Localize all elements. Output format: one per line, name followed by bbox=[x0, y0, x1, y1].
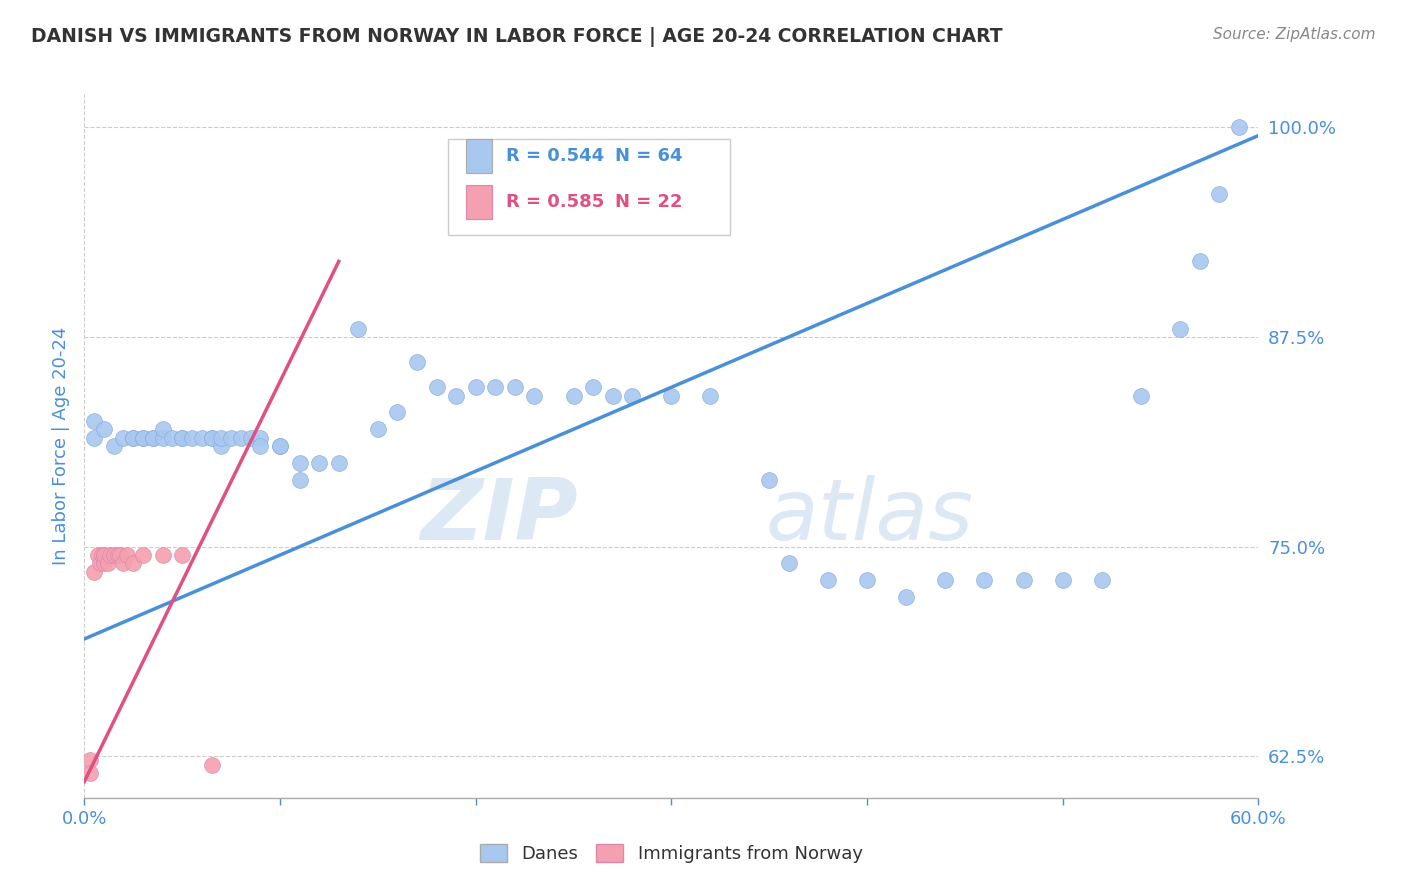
Point bbox=[93, 548, 115, 562]
Point bbox=[152, 431, 174, 445]
Point bbox=[98, 548, 121, 562]
Point bbox=[249, 439, 271, 453]
FancyBboxPatch shape bbox=[449, 139, 730, 235]
Point bbox=[1052, 573, 1074, 587]
Point bbox=[172, 548, 194, 562]
Point bbox=[758, 473, 780, 487]
Point bbox=[122, 431, 145, 445]
Point bbox=[172, 431, 194, 445]
Point bbox=[83, 431, 105, 445]
Point bbox=[229, 431, 252, 445]
Y-axis label: In Labor Force | Age 20-24: In Labor Force | Age 20-24 bbox=[52, 326, 70, 566]
Point bbox=[152, 548, 174, 562]
Point bbox=[269, 439, 291, 453]
Point bbox=[93, 557, 115, 571]
Point bbox=[444, 389, 467, 403]
Point bbox=[122, 557, 145, 571]
Text: atlas: atlas bbox=[765, 475, 973, 558]
Point bbox=[209, 439, 232, 453]
Point bbox=[93, 422, 115, 436]
Point bbox=[562, 389, 585, 403]
Point bbox=[219, 431, 242, 445]
Point bbox=[93, 548, 115, 562]
Point bbox=[200, 431, 222, 445]
Point bbox=[896, 590, 918, 604]
Text: R = 0.544: R = 0.544 bbox=[506, 146, 605, 165]
Point bbox=[699, 389, 721, 403]
Point bbox=[79, 766, 101, 780]
Point bbox=[328, 456, 350, 470]
Point bbox=[142, 431, 165, 445]
Point bbox=[87, 548, 110, 562]
Point bbox=[79, 753, 101, 767]
Point bbox=[209, 431, 232, 445]
Point bbox=[132, 548, 155, 562]
Point bbox=[582, 380, 605, 394]
Point bbox=[347, 321, 370, 335]
Point bbox=[934, 573, 956, 587]
Point bbox=[1208, 187, 1230, 202]
Point bbox=[426, 380, 449, 394]
Point bbox=[132, 431, 155, 445]
Text: Source: ZipAtlas.com: Source: ZipAtlas.com bbox=[1212, 27, 1375, 42]
Point bbox=[91, 548, 114, 562]
Point bbox=[406, 355, 429, 369]
Point bbox=[973, 573, 995, 587]
Bar bbox=[465, 139, 492, 172]
Point bbox=[288, 456, 311, 470]
Point bbox=[181, 431, 204, 445]
Point bbox=[602, 389, 624, 403]
Point bbox=[308, 456, 330, 470]
Point bbox=[97, 557, 120, 571]
Point bbox=[117, 548, 139, 562]
Point bbox=[108, 548, 131, 562]
Point bbox=[778, 557, 800, 571]
Text: ZIP: ZIP bbox=[420, 475, 578, 558]
Text: R = 0.585: R = 0.585 bbox=[506, 194, 605, 211]
Point bbox=[200, 757, 222, 772]
Point bbox=[200, 431, 222, 445]
Point bbox=[122, 431, 145, 445]
Point bbox=[132, 431, 155, 445]
Point bbox=[464, 380, 486, 394]
Bar bbox=[465, 186, 492, 219]
Point bbox=[1012, 573, 1035, 587]
Point bbox=[142, 431, 165, 445]
Point bbox=[239, 431, 262, 445]
Point bbox=[107, 548, 129, 562]
Point bbox=[856, 573, 879, 587]
Point bbox=[191, 431, 214, 445]
Point bbox=[83, 414, 105, 428]
Point bbox=[172, 431, 194, 445]
Point bbox=[367, 422, 389, 436]
Point bbox=[1091, 573, 1114, 587]
Point bbox=[162, 431, 184, 445]
Point bbox=[249, 431, 271, 445]
Point bbox=[1168, 321, 1191, 335]
Text: N = 64: N = 64 bbox=[614, 146, 682, 165]
Legend: Danes, Immigrants from Norway: Danes, Immigrants from Norway bbox=[472, 837, 870, 871]
Point bbox=[387, 405, 409, 419]
Point bbox=[661, 389, 683, 403]
Point bbox=[89, 557, 111, 571]
Point bbox=[621, 389, 644, 403]
Point bbox=[484, 380, 506, 394]
Point bbox=[523, 389, 546, 403]
Point bbox=[103, 548, 125, 562]
Text: DANISH VS IMMIGRANTS FROM NORWAY IN LABOR FORCE | AGE 20-24 CORRELATION CHART: DANISH VS IMMIGRANTS FROM NORWAY IN LABO… bbox=[31, 27, 1002, 46]
Point bbox=[112, 557, 135, 571]
Point bbox=[103, 439, 125, 453]
Point bbox=[1188, 254, 1211, 268]
Text: N = 22: N = 22 bbox=[614, 194, 682, 211]
Point bbox=[817, 573, 839, 587]
Point bbox=[1130, 389, 1153, 403]
Point bbox=[288, 473, 311, 487]
Point bbox=[269, 439, 291, 453]
Point bbox=[503, 380, 526, 394]
Point bbox=[1227, 120, 1250, 135]
Point bbox=[229, 799, 252, 814]
Point bbox=[112, 431, 135, 445]
Point bbox=[83, 565, 105, 579]
Point bbox=[152, 422, 174, 436]
